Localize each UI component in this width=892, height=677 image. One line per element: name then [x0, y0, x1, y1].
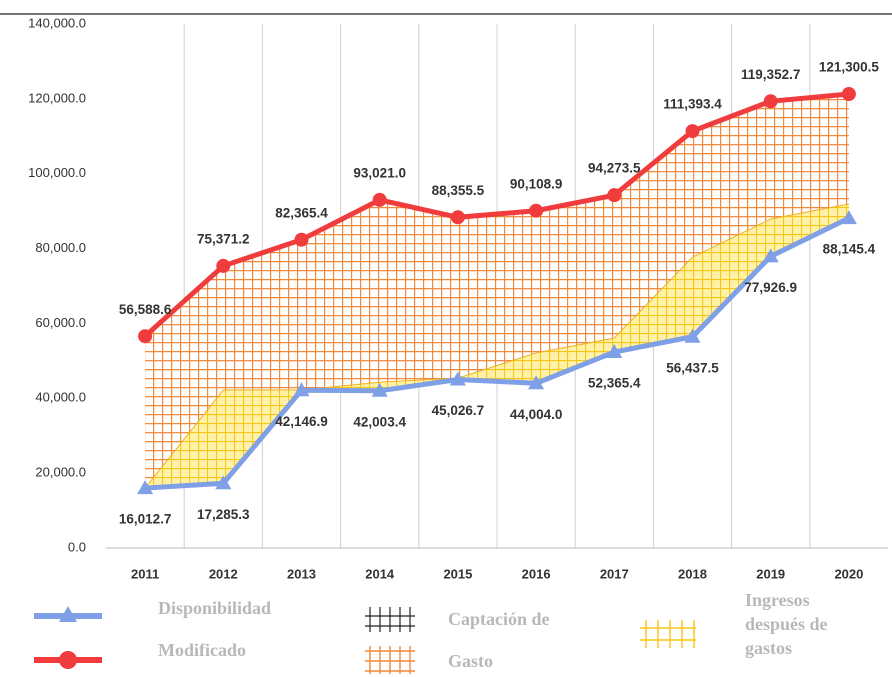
data-label: 90,108.9	[510, 176, 563, 191]
marker	[294, 232, 309, 247]
x-tick-label: 2012	[209, 566, 238, 581]
x-tick-label: 2014	[365, 566, 395, 581]
series-line	[144, 215, 850, 491]
data-label: 77,926.9	[744, 280, 797, 295]
x-tick-label: 2017	[600, 566, 629, 581]
data-label: 42,003.4	[353, 414, 406, 429]
data-label: 94,273.5	[588, 161, 641, 176]
y-tick-label: 60,000.0	[35, 315, 86, 330]
plot: 0.0 20,000.0 40,000.0 60,000.0 80,000.0 100,0…	[0, 13, 892, 581]
x-tick-label: 2016	[522, 566, 551, 581]
legend-icon	[30, 600, 110, 630]
x-tick-label: 2013	[287, 566, 316, 581]
legend-icon	[365, 604, 417, 674]
legend-label: Modificado	[158, 640, 246, 660]
marker	[762, 248, 779, 263]
data-label: 119,352.7	[741, 67, 800, 82]
data-label: 16,012.7	[119, 512, 172, 527]
y-tick-label: 80,000.0	[35, 240, 86, 255]
area-band	[145, 204, 849, 489]
y-tick-label: 120,000.0	[28, 90, 86, 105]
y-tick-label: 0.0	[68, 539, 86, 554]
marker	[529, 203, 544, 218]
marker	[450, 210, 465, 225]
marker	[607, 188, 622, 203]
legend-icon	[640, 618, 698, 652]
marker	[684, 328, 701, 343]
y-tick-label: 140,000.0	[28, 15, 86, 30]
data-label: 44,004.0	[510, 407, 563, 422]
data-label: 121,300.5	[819, 60, 880, 75]
legend-icon	[30, 644, 110, 674]
legend-label: Captación de Gasto	[448, 609, 550, 671]
marker	[841, 86, 856, 101]
data-label: 42,146.9	[275, 414, 328, 429]
marker	[216, 258, 231, 273]
y-tick-label: 40,000.0	[35, 390, 86, 405]
marker	[606, 344, 623, 359]
marker	[293, 382, 310, 397]
data-label: 111,393.4	[663, 97, 722, 112]
marker	[137, 480, 154, 495]
x-tick-label: 2018	[678, 566, 707, 581]
y-tick-label: 100,000.0	[28, 165, 86, 180]
marker	[685, 124, 700, 139]
marker	[840, 210, 857, 225]
x-tick-label: 2015	[443, 566, 472, 581]
x-tick-label: 2019	[756, 566, 785, 581]
data-label: 82,365.4	[275, 205, 328, 220]
data-label: 88,355.5	[432, 183, 485, 198]
data-label: 93,021.0	[353, 165, 406, 180]
legend-label: Disponibilidad	[158, 598, 272, 618]
area-edge	[144, 203, 849, 489]
data-label: 45,026.7	[432, 403, 485, 418]
x-tick-label: 2011	[131, 566, 159, 581]
data-label: 75,371.2	[197, 231, 250, 246]
data-label: 52,365.4	[588, 376, 641, 391]
marker	[371, 382, 388, 397]
marker	[372, 192, 387, 207]
data-label: 88,145.4	[823, 242, 876, 257]
data-label: 56,588.6	[119, 302, 172, 317]
marker	[763, 94, 778, 109]
data-label: 17,285.3	[197, 507, 250, 522]
x-tick-label: 2020	[834, 566, 863, 581]
legend-label: Ingresos después de gastos	[745, 590, 828, 658]
marker	[528, 375, 545, 390]
marker	[138, 329, 153, 344]
series-line	[143, 91, 850, 339]
data-label: 56,437.5	[666, 360, 719, 375]
marker	[215, 475, 232, 490]
y-tick-label: 20,000.0	[35, 465, 86, 480]
marker	[449, 371, 466, 386]
